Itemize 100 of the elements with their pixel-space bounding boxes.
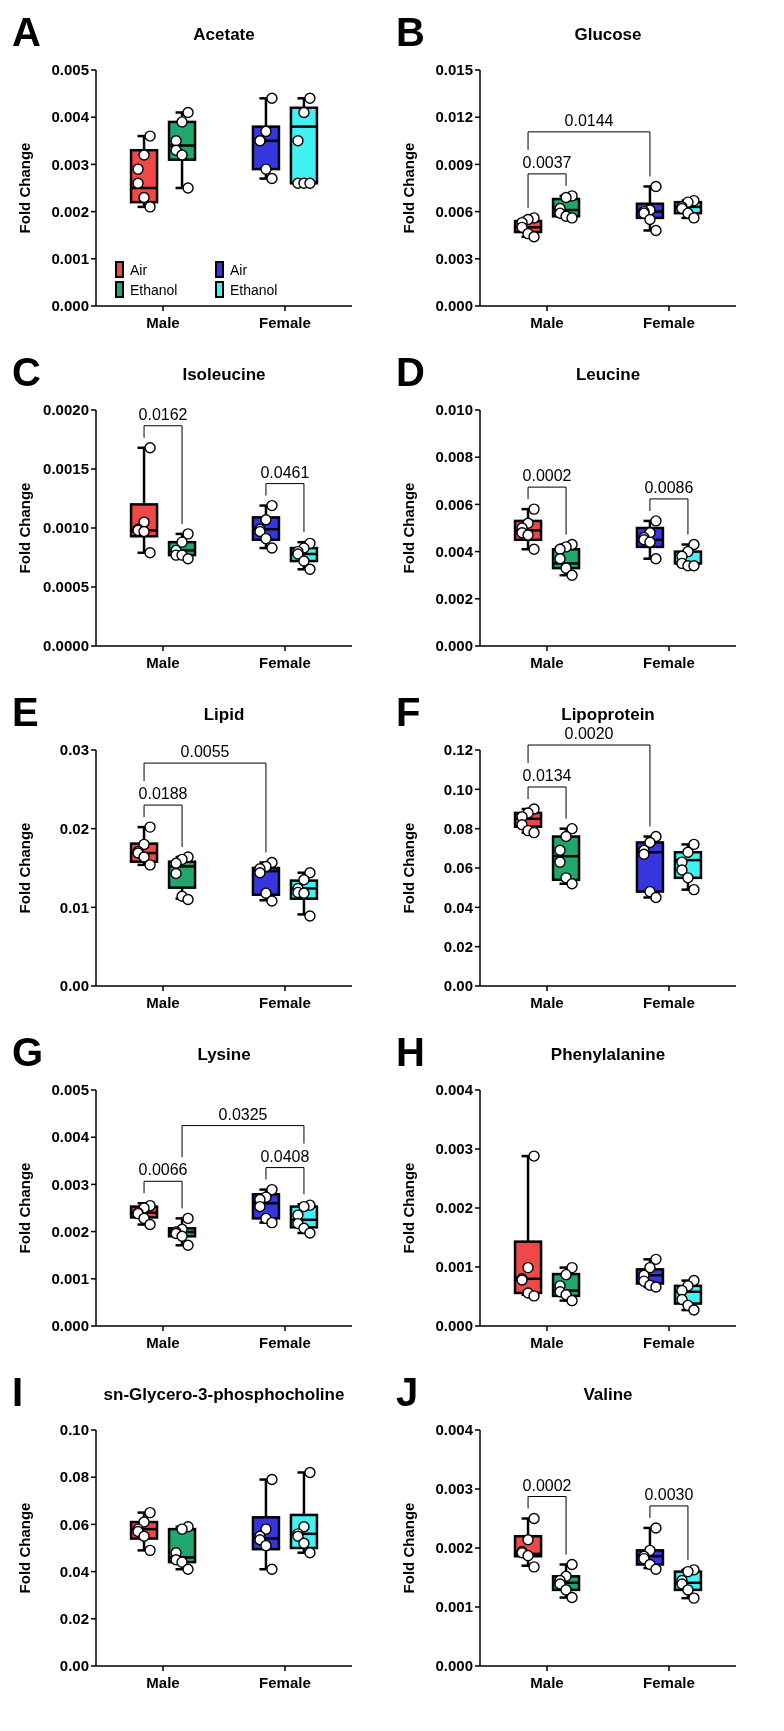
x-tick-label: Male <box>530 654 564 671</box>
annotation: 0.0144 <box>564 111 614 129</box>
annotation: 0.0461 <box>260 463 310 481</box>
y-tick-label: 0.00 <box>443 977 473 995</box>
y-tick-label: 0.08 <box>443 819 473 837</box>
x-tick-label: Male <box>146 994 180 1011</box>
y-tick-label: 0.000 <box>435 637 473 655</box>
y-tick-label: 0.001 <box>51 250 89 268</box>
y-tick-label: 0.01 <box>59 898 89 916</box>
x-tick-label: Male <box>530 314 564 331</box>
x-tick-label: Male <box>146 314 180 331</box>
y-tick-label: 0.02 <box>443 937 473 955</box>
y-tick-label: 0.02 <box>59 819 89 837</box>
y-tick-label: 0.009 <box>435 155 473 173</box>
y-axis-title: Fold Change <box>400 1502 417 1594</box>
text: H <box>396 1030 425 1074</box>
y-tick-label: 0.002 <box>435 590 473 608</box>
text: D <box>396 350 425 394</box>
y-axis-title: Fold Change <box>16 1162 33 1254</box>
y-tick-label: 0.08 <box>59 1468 89 1486</box>
y-tick-label: 0.002 <box>51 202 89 220</box>
y-tick-label: 0.004 <box>435 542 474 560</box>
annotation: 0.0030 <box>644 1485 694 1503</box>
y-tick-label: 0.004 <box>435 1421 474 1439</box>
x-tick-label: Female <box>643 1334 695 1351</box>
y-tick-label: 0.005 <box>51 61 89 79</box>
x-tick-label: Female <box>259 314 311 331</box>
y-tick-label: 0.002 <box>435 1539 473 1557</box>
y-tick-label: 0.006 <box>435 202 473 220</box>
annotation: 0.0055 <box>180 743 230 761</box>
y-axis-title: Fold Change <box>16 142 33 234</box>
text: C <box>12 350 41 394</box>
y-tick-label: 0.004 <box>51 1128 90 1146</box>
y-tick-label: 0.000 <box>435 297 473 315</box>
x-tick-label: Female <box>259 1334 311 1351</box>
legend-label: Ethanol <box>230 282 278 298</box>
y-tick-label: 0.003 <box>51 1175 89 1193</box>
y-tick-label: 0.008 <box>435 448 473 466</box>
text: 0.0020 <box>564 725 614 742</box>
x-tick-label: Female <box>643 314 695 331</box>
text: J <box>396 1370 419 1414</box>
y-tick-label: 0.003 <box>435 250 473 268</box>
y-axis-title: Fold Change <box>16 1502 33 1594</box>
y-tick-label: 0.004 <box>51 108 90 126</box>
annotation: 0.0037 <box>522 153 572 171</box>
chart-title: Glucose <box>574 25 642 44</box>
text: E <box>12 690 39 734</box>
y-tick-label: 0.000 <box>51 1317 89 1335</box>
legend-label: Air <box>230 262 248 278</box>
y-tick-label: 0.000 <box>435 1657 473 1675</box>
x-tick-label: Female <box>259 654 311 671</box>
y-tick-label: 0.02 <box>59 1610 89 1628</box>
annotation: 0.0086 <box>644 478 694 496</box>
x-tick-label: Male <box>146 1334 180 1351</box>
annotation: 0.0002 <box>522 467 572 485</box>
y-axis-title: Fold Change <box>400 1162 417 1254</box>
chart-title: Isoleucine <box>182 365 266 384</box>
annotation: 0.0188 <box>138 785 188 803</box>
y-tick-label: 0.006 <box>435 495 473 513</box>
chart-title: Valine <box>583 1385 633 1404</box>
text: F <box>396 690 421 734</box>
y-tick-label: 0.002 <box>51 1222 89 1240</box>
y-tick-label: 0.0005 <box>43 578 89 596</box>
chart-title: Leucine <box>575 365 641 384</box>
y-tick-label: 0.10 <box>59 1421 89 1439</box>
y-tick-label: 0.003 <box>435 1480 473 1498</box>
text: B <box>396 10 425 54</box>
y-tick-label: 0.06 <box>59 1515 89 1533</box>
y-tick-label: 0.03 <box>59 741 89 759</box>
y-tick-label: 0.0010 <box>43 519 89 537</box>
y-tick-label: 0.00 <box>59 977 89 995</box>
y-tick-label: 0.003 <box>51 155 89 173</box>
y-tick-label: 0.004 <box>435 1081 474 1099</box>
annotation: 0.0134 <box>522 767 572 784</box>
y-tick-label: 0.001 <box>51 1270 89 1288</box>
y-tick-label: 0.10 <box>443 780 473 798</box>
y-tick-label: 0.04 <box>443 898 474 916</box>
annotation: 0.0066 <box>138 1161 188 1179</box>
y-tick-label: 0.000 <box>435 1317 473 1335</box>
y-tick-label: 0.00 <box>59 1657 89 1675</box>
legend-label: Ethanol <box>130 282 178 298</box>
chart-title: Lipoprotein <box>561 705 655 724</box>
text: G <box>12 1030 44 1074</box>
y-tick-label: 0.015 <box>435 61 473 79</box>
x-tick-label: Female <box>643 1674 695 1691</box>
y-tick-label: 0.001 <box>435 1598 473 1616</box>
annotation: 0.0325 <box>218 1105 268 1123</box>
y-tick-label: 0.012 <box>435 108 473 126</box>
x-tick-label: Female <box>643 994 695 1011</box>
x-tick-label: Male <box>530 1674 564 1691</box>
legend-label: Air <box>130 262 148 278</box>
x-tick-label: Female <box>643 654 695 671</box>
chart-title: Lysine <box>197 1045 251 1064</box>
x-tick-label: Male <box>530 1334 564 1351</box>
y-tick-label: 0.12 <box>443 741 473 759</box>
annotation: 0.0002 <box>522 1476 572 1494</box>
y-axis-title: Fold Change <box>400 142 417 234</box>
chart-title: sn-Glycero-3-phosphocholine <box>103 1385 345 1404</box>
chart-title: Acetate <box>193 25 255 44</box>
y-axis-title: Fold Change <box>400 482 417 574</box>
